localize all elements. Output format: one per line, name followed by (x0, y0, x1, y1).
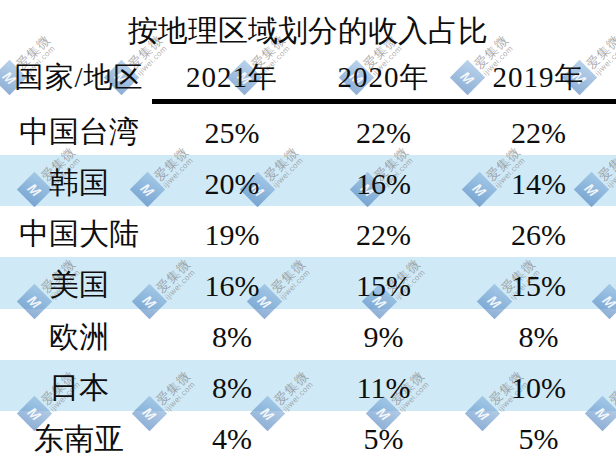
region-cell: 中国大陆 (0, 206, 158, 257)
region-cell: 美国 (0, 257, 158, 308)
column-header-region: 国家/地区 (0, 52, 158, 99)
table-header-row: 国家/地区 2021年 2020年 2019年 (0, 52, 616, 99)
table-row-japan: 日本 8% 11% 10% (0, 360, 616, 411)
value-cell: 19% (158, 206, 306, 257)
value-cell: 22% (306, 104, 461, 155)
value-cell: 16% (306, 155, 461, 206)
value-cell: 25% (158, 104, 306, 155)
column-header-2020: 2020年 (306, 52, 461, 99)
region-cell: 韩国 (0, 155, 158, 206)
table-row-taiwan: 中国台湾 25% 22% 22% (0, 104, 616, 155)
value-cell: 16% (158, 257, 306, 308)
table-row-korea: 韩国 20% 16% 14% (0, 155, 616, 206)
value-cell: 5% (461, 411, 616, 462)
value-cell: 8% (158, 360, 306, 411)
value-cell: 22% (306, 206, 461, 257)
value-cell: 9% (306, 309, 461, 360)
table-row-southeast-asia: 东南亚 4% 5% 5% (0, 411, 616, 462)
value-cell: 14% (461, 155, 616, 206)
value-cell: 10% (461, 360, 616, 411)
region-cell: 欧洲 (0, 309, 158, 360)
page-title: 按地理区域划分的收入占比 (0, 11, 616, 52)
value-cell: 5% (306, 411, 461, 462)
value-cell: 22% (461, 104, 616, 155)
value-cell: 8% (158, 309, 306, 360)
value-cell: 11% (306, 360, 461, 411)
region-cell: 日本 (0, 360, 158, 411)
value-cell: 8% (461, 309, 616, 360)
value-cell: 15% (461, 257, 616, 308)
value-cell: 15% (306, 257, 461, 308)
value-cell: 26% (461, 206, 616, 257)
value-cell: 4% (158, 411, 306, 462)
value-cell: 20% (158, 155, 306, 206)
table-body: 中国台湾 25% 22% 22% 韩国 20% 16% 14% 中国大陆 19%… (0, 104, 616, 462)
table-row-europe: 欧洲 8% 9% 8% (0, 309, 616, 360)
table-row-mainland-china: 中国大陆 19% 22% 26% (0, 206, 616, 257)
column-header-2021: 2021年 (158, 52, 306, 99)
column-header-2019: 2019年 (461, 52, 616, 99)
table-row-usa: 美国 16% 15% 15% (0, 257, 616, 308)
region-cell: 中国台湾 (0, 104, 158, 155)
region-cell: 东南亚 (0, 411, 158, 462)
revenue-by-region-table: 按地理区域划分的收入占比 国家/地区 2021年 2020年 2019年 中国台… (0, 0, 616, 462)
